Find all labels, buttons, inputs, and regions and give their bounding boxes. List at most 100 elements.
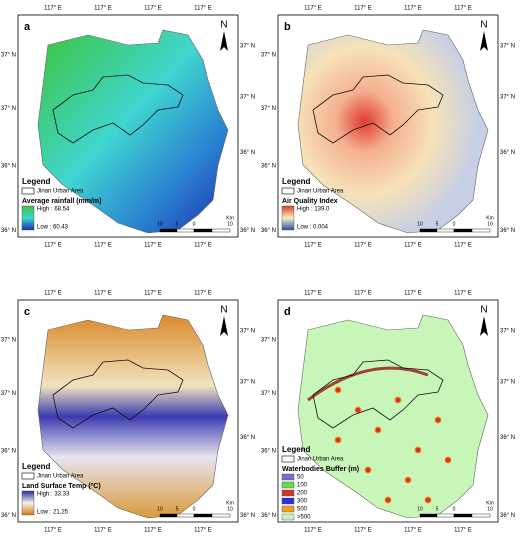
right-tick-label: 37° N xyxy=(500,380,515,386)
north-arrow xyxy=(220,316,228,336)
buffer-patch xyxy=(384,496,392,504)
class-swatch xyxy=(281,513,295,521)
class-label: 50 xyxy=(297,475,304,481)
panel-label: c xyxy=(24,306,30,318)
right-tick-label: 36° N xyxy=(500,228,515,234)
bottom-tick-label: 117° E xyxy=(194,528,212,534)
top-tick-label: 117° E xyxy=(144,6,162,12)
scale-bar-segment xyxy=(176,228,195,233)
layer-title: Air Quality Index xyxy=(282,198,338,205)
right-tick-label: 36° N xyxy=(240,435,255,441)
class-label: 300 xyxy=(297,499,308,505)
class-swatch xyxy=(281,497,295,505)
class-label: >500 xyxy=(297,515,311,521)
right-tick-label: 37° N xyxy=(240,329,255,335)
scale-bar-segment xyxy=(453,513,473,518)
ramp-low: Low : 0.004 xyxy=(297,225,329,231)
north-label: N xyxy=(480,20,487,31)
bottom-tick-label: 117° E xyxy=(44,528,62,534)
top-tick-label: 117° E xyxy=(404,291,422,297)
class-label: 500 xyxy=(297,507,308,513)
boundary-label: Jinan Urban Area xyxy=(37,474,84,480)
left-tick-label: 37° N xyxy=(1,106,16,112)
layer-title: Average rainfall (mm/m) xyxy=(22,198,102,205)
legend-title: Legend xyxy=(282,445,311,454)
scale-bar-segment xyxy=(193,513,213,518)
boundary-label: Jinan Urban Area xyxy=(297,457,344,463)
urban-area xyxy=(312,74,444,144)
scale-bar-segment xyxy=(471,228,491,233)
panel-label: a xyxy=(24,21,31,33)
north-arrow xyxy=(480,316,488,336)
scale-label: 10 xyxy=(227,506,233,512)
legend-title: Legend xyxy=(282,177,311,186)
top-tick-label: 117° E xyxy=(304,6,322,12)
right-tick-label: 36° N xyxy=(500,513,515,519)
top-tick-label: 117° E xyxy=(404,6,422,12)
scale-label: 10 xyxy=(417,506,423,512)
right-tick-label: 37° N xyxy=(240,44,255,50)
scale-bar-segment xyxy=(211,513,231,518)
urban-area xyxy=(52,359,184,429)
bottom-tick-label: 117° E xyxy=(94,528,112,534)
top-tick-label: 117° E xyxy=(354,291,372,297)
study-region xyxy=(297,314,489,519)
class-swatch xyxy=(281,489,295,497)
ramp-high: High : 139.0 xyxy=(297,207,330,213)
ramp-low: Low : 60.43 xyxy=(37,225,69,231)
bottom-tick-label: 117° E xyxy=(144,243,162,249)
right-tick-label: 37° N xyxy=(240,380,255,386)
buffer-patch xyxy=(434,416,442,424)
top-tick-label: 117° E xyxy=(44,6,62,12)
scale-label: 0 xyxy=(193,221,196,227)
ramp-high: High : 68.54 xyxy=(37,207,70,213)
layer-title: Waterbodies Buffer (m) xyxy=(282,466,359,473)
top-tick-label: 117° E xyxy=(194,291,212,297)
right-tick-label: 37° N xyxy=(500,95,515,101)
study-region xyxy=(297,29,489,234)
color-ramp xyxy=(21,205,35,231)
north-label: N xyxy=(480,305,487,316)
buffer-patch xyxy=(414,446,422,454)
scale-label: 0 xyxy=(453,221,456,227)
right-tick-label: 37° N xyxy=(240,95,255,101)
north-label: N xyxy=(220,20,227,31)
boundary-label: Jinan Urban Area xyxy=(297,189,344,195)
buffer-patch xyxy=(404,476,412,484)
top-tick-label: 117° E xyxy=(144,291,162,297)
bottom-tick-label: 117° E xyxy=(404,243,422,249)
left-tick-label: 37° N xyxy=(1,391,16,397)
bottom-tick-label: 117° E xyxy=(194,243,212,249)
urban-area xyxy=(312,359,444,429)
left-tick-label: 36° N xyxy=(1,513,16,519)
north-arrow xyxy=(220,31,228,51)
bottom-tick-label: 117° E xyxy=(404,528,422,534)
river-buffer xyxy=(307,366,429,402)
scale-label: 5 xyxy=(176,506,179,512)
bottom-tick-label: 117° E xyxy=(354,243,372,249)
top-tick-label: 117° E xyxy=(194,6,212,12)
class-swatch xyxy=(281,505,295,513)
boundary-swatch xyxy=(21,472,35,480)
ramp-low: Low : 21.25 xyxy=(37,510,69,516)
bottom-tick-label: 117° E xyxy=(144,528,162,534)
scale-label: 5 xyxy=(176,221,179,227)
bottom-tick-label: 117° E xyxy=(454,528,472,534)
scale-bar-segment xyxy=(419,228,438,233)
boundary-label: Jinan Urban Area xyxy=(37,189,84,195)
bottom-tick-label: 117° E xyxy=(94,243,112,249)
bottom-tick-label: 117° E xyxy=(44,243,62,249)
scale-label: 10 xyxy=(157,506,163,512)
scale-label: 10 xyxy=(487,221,493,227)
scale-label: 10 xyxy=(487,506,493,512)
right-tick-label: 37° N xyxy=(500,329,515,335)
scale-bar-segment xyxy=(436,228,455,233)
north-label: N xyxy=(220,305,227,316)
class-swatch xyxy=(281,481,295,489)
boundary-swatch xyxy=(281,187,295,195)
boundary-swatch xyxy=(21,187,35,195)
buffer-patch xyxy=(334,386,342,394)
scale-bar-segment xyxy=(159,513,178,518)
boundary-swatch xyxy=(281,455,295,463)
